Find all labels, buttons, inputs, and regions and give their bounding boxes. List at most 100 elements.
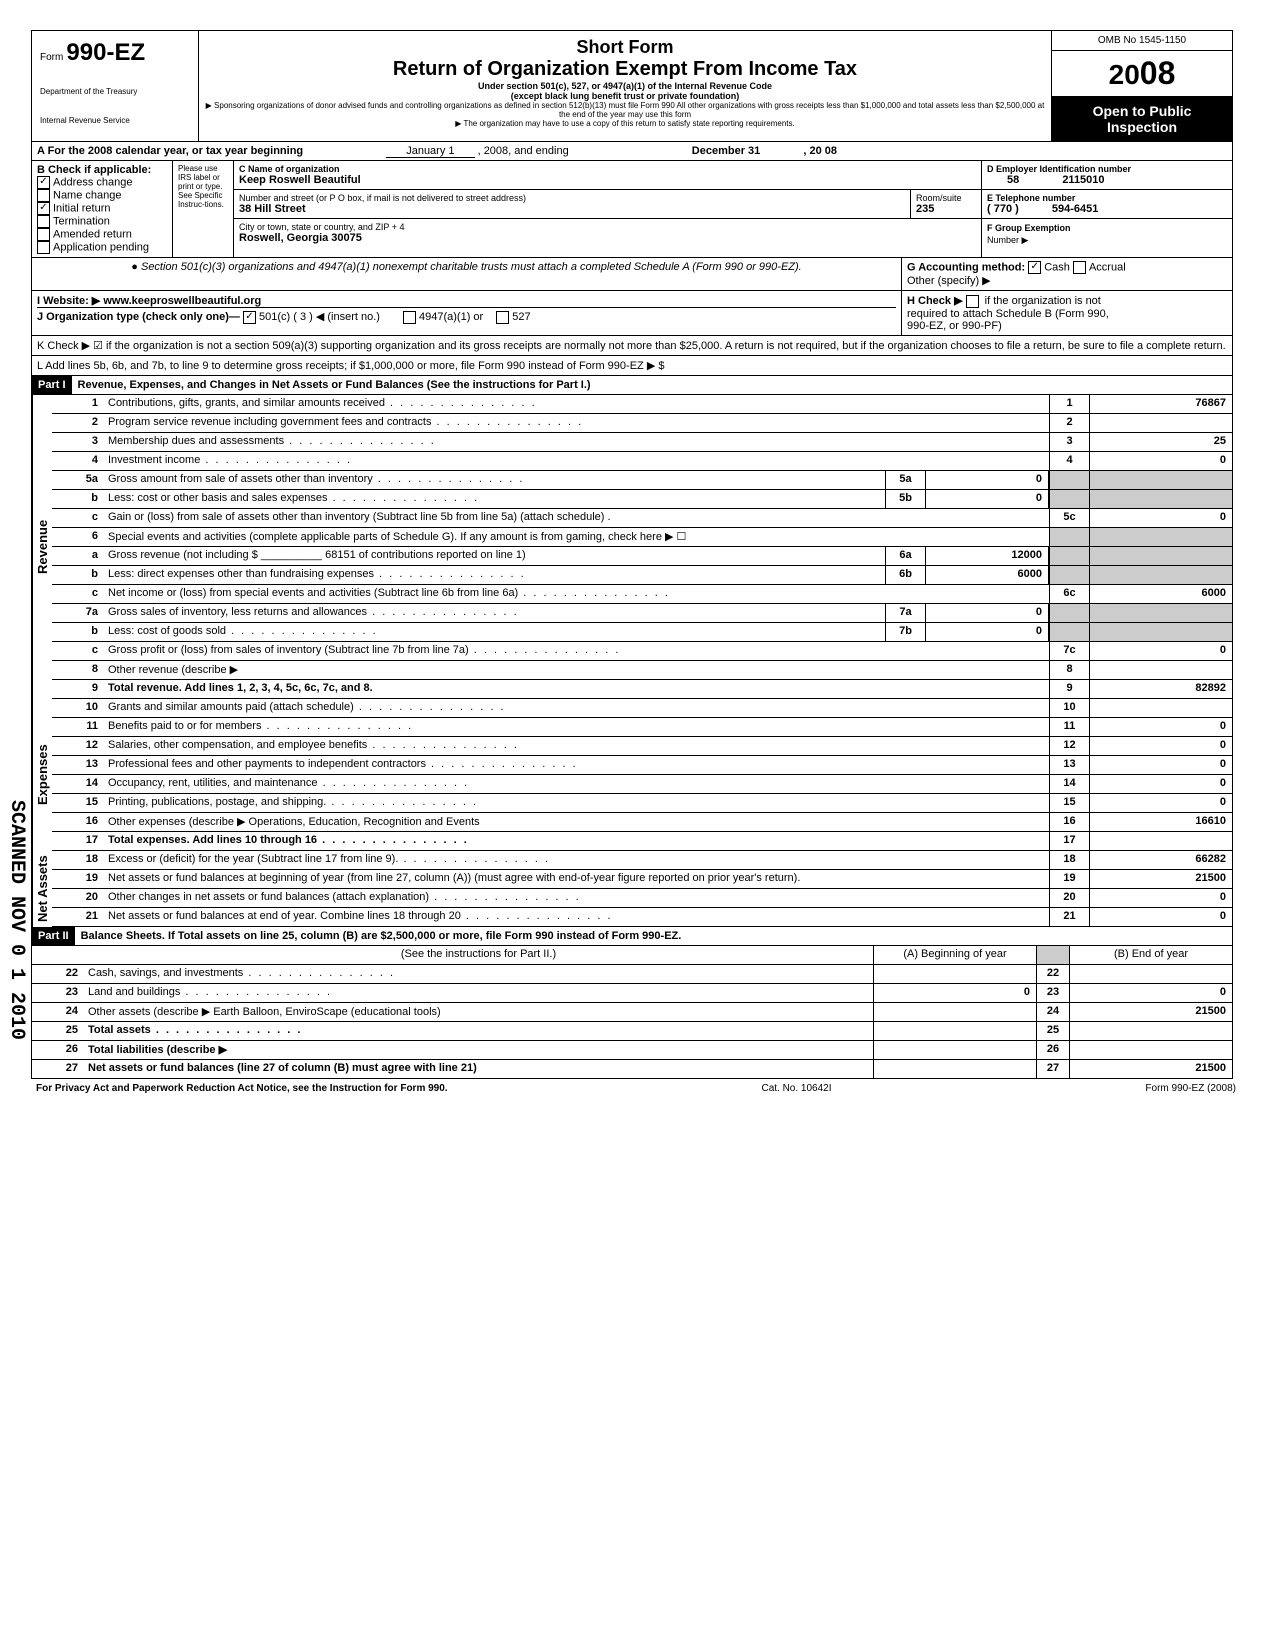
part2-instr: (See the instructions for Part II.): [84, 946, 873, 964]
form-ref: Form 990-EZ (2008): [1145, 1083, 1236, 1094]
box-b-label: B Check if applicable:: [37, 164, 167, 176]
bs23-n: 23: [32, 984, 84, 1002]
l5b-mn: 5b: [885, 490, 926, 508]
line-a-end: December 31: [692, 145, 761, 157]
line-a: A For the 2008 calendar year, or tax yea…: [32, 142, 1232, 161]
part1-header: Part I: [32, 376, 72, 394]
l6-sh: [1049, 528, 1090, 546]
l20-label: Other changes in net assets or fund bala…: [104, 889, 1049, 907]
cb-initial-return[interactable]: ✓: [37, 202, 50, 215]
bs24-num: 24: [1037, 1003, 1070, 1021]
bs27-n: 27: [32, 1060, 84, 1078]
cb-527[interactable]: [496, 311, 509, 324]
bs24-n: 24: [32, 1003, 84, 1021]
bs23-label: Land and buildings: [84, 984, 873, 1002]
l6-sh2: [1090, 528, 1232, 546]
l4-en: 4: [1049, 452, 1090, 470]
cb-pending[interactable]: [37, 241, 50, 254]
l11-en: 11: [1049, 718, 1090, 736]
l19-en: 19: [1049, 870, 1090, 888]
l18-n: 18: [52, 851, 104, 869]
box-g-label: G Accounting method:: [907, 261, 1025, 273]
l4-val: 0: [1090, 452, 1232, 470]
bs22-n: 22: [32, 965, 84, 983]
l6b-mn: 6b: [885, 566, 926, 584]
l17-val: [1090, 832, 1232, 850]
cb-label-4: Amended return: [53, 228, 132, 240]
l1-val: 76867: [1090, 395, 1232, 413]
l14-label: Occupancy, rent, utilities, and maintena…: [104, 775, 1049, 793]
cb-address-change[interactable]: ✓: [37, 176, 50, 189]
l6a-sh: [1049, 547, 1090, 565]
bs24-label: Other assets (describe ▶ Earth Balloon, …: [84, 1003, 873, 1021]
cb-label-2: Initial return: [53, 202, 110, 214]
line-a-label: A For the 2008 calendar year, or tax yea…: [37, 145, 303, 157]
l1-n: 1: [52, 395, 104, 413]
bs-blank: [32, 946, 84, 964]
bs22-a: [873, 965, 1037, 983]
form-prefix: Form: [40, 52, 63, 63]
l17-en: 17: [1049, 832, 1090, 850]
l3-en: 3: [1049, 433, 1090, 451]
cb-name-change[interactable]: [37, 189, 50, 202]
box-e-label: E Telephone number: [987, 193, 1227, 203]
netassets-section: Net Assets 18Excess or (deficit) for the…: [32, 851, 1232, 927]
l6b-sh: [1049, 566, 1090, 584]
l7b-label: Less: cost of goods sold: [104, 623, 885, 641]
l5c-label: Gain or (loss) from sale of assets other…: [104, 509, 1049, 527]
l16-val: 16610: [1090, 813, 1232, 831]
cb-cash[interactable]: ✓: [1028, 261, 1041, 274]
l6c-val: 6000: [1090, 585, 1232, 603]
l11-val: 0: [1090, 718, 1232, 736]
bs22-num: 22: [1037, 965, 1070, 983]
l5c-n: c: [52, 509, 104, 527]
year-prefix: 20: [1109, 59, 1140, 90]
org-room: 235: [916, 203, 976, 215]
l13-en: 13: [1049, 756, 1090, 774]
line-a-mid: , 2008, and ending: [478, 145, 569, 157]
l13-val: 0: [1090, 756, 1232, 774]
bs25-b: [1070, 1022, 1232, 1040]
l21-en: 21: [1049, 908, 1090, 926]
l6c-en: 6c: [1049, 585, 1090, 603]
line-a-begin: January 1: [386, 145, 474, 158]
cb-4947[interactable]: [403, 311, 416, 324]
l14-n: 14: [52, 775, 104, 793]
l7b-mn: 7b: [885, 623, 926, 641]
phone-num: 594-6451: [1052, 203, 1099, 215]
l18-en: 18: [1049, 851, 1090, 869]
l5b-sh: [1049, 490, 1090, 508]
l20-en: 20: [1049, 889, 1090, 907]
l7b-sh: [1049, 623, 1090, 641]
bs26-num: 26: [1037, 1041, 1070, 1059]
cb-501c[interactable]: ✓: [243, 311, 256, 324]
l10-label: Grants and similar amounts paid (attach …: [104, 699, 1049, 717]
line-a-yr: , 20 08: [803, 145, 837, 157]
year-big: 08: [1140, 55, 1176, 91]
l2-val: [1090, 414, 1232, 432]
bs23-num: 23: [1037, 984, 1070, 1002]
cb-accrual[interactable]: [1073, 261, 1086, 274]
l12-en: 12: [1049, 737, 1090, 755]
cb-h[interactable]: [966, 295, 979, 308]
bs23-a: 0: [873, 984, 1037, 1002]
l2-label: Program service revenue including govern…: [104, 414, 1049, 432]
ein-2: 2115010: [1062, 174, 1104, 186]
l2-en: 2: [1049, 414, 1090, 432]
l5a-label: Gross amount from sale of assets other t…: [104, 471, 885, 489]
privacy-notice: For Privacy Act and Paperwork Reduction …: [36, 1083, 448, 1094]
l6a-sh2: [1090, 547, 1232, 565]
revenue-vert-label: Revenue: [32, 395, 52, 699]
h-text2: required to attach Schedule B (Form 990,: [907, 308, 1109, 320]
subtitle1: Under section 501(c), 527, or 4947(a)(1)…: [205, 81, 1045, 91]
cb-termination[interactable]: [37, 215, 50, 228]
l7b-mv: 0: [926, 623, 1049, 641]
return-title: Return of Organization Exempt From Incom…: [205, 58, 1045, 81]
page-footer: For Privacy Act and Paperwork Reduction …: [30, 1079, 1242, 1098]
cb-amended[interactable]: [37, 228, 50, 241]
part1-title: Revenue, Expenses, and Changes in Net As…: [72, 376, 1232, 394]
other-method: Other (specify) ▶: [907, 275, 991, 287]
box-k: K Check ▶ ☑ if the organization is not a…: [32, 336, 1232, 356]
bs24-b: 21500: [1070, 1003, 1232, 1021]
l9-en: 9: [1049, 680, 1090, 698]
